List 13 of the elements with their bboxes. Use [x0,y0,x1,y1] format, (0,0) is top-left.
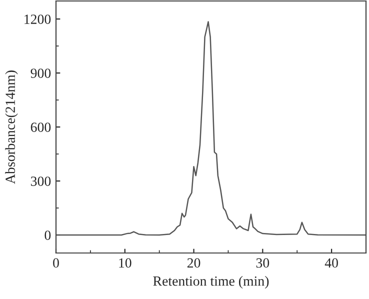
line-series [56,21,366,236]
x-tick-label: 0 [53,258,59,268]
x-tick-label: 10 [119,258,132,268]
y-tick-label: 300 [30,176,51,186]
x-tick-label: 30 [256,258,270,268]
y-tick-label: 0 [44,230,51,240]
x-tick-label: 20 [187,258,200,268]
y-tick-label: 900 [30,68,51,78]
y-tick-label: 1200 [24,14,51,24]
x-tick-label: 40 [324,258,338,268]
y-axis-title: Absorbance(214nm) [5,70,18,184]
y-tick-label: 600 [30,122,51,132]
x-axis-title: Retention time (min) [153,276,269,289]
